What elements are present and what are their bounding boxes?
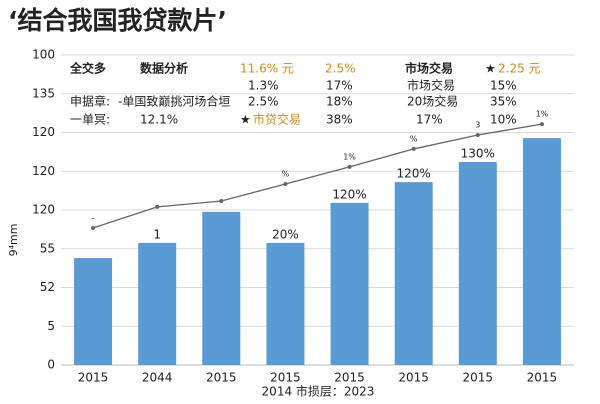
x-tick-label: 2015: [398, 371, 429, 385]
bar: [522, 138, 561, 365]
table-cell: 17%: [416, 113, 443, 127]
x-tick-label: 2015: [334, 371, 365, 385]
y-tick-label: 100: [32, 48, 55, 62]
table-cell: 一单冥:: [70, 113, 110, 127]
x-tick-label: 2044: [142, 371, 173, 385]
table-cell: 12.1%: [140, 113, 178, 127]
star-icon: ★: [485, 62, 496, 76]
y-tick-label: 120: [32, 125, 55, 139]
y-tick-label: 5: [47, 319, 55, 333]
line-point: [155, 204, 160, 209]
table-cell: 15%: [490, 79, 517, 93]
line-annotation: %: [410, 134, 418, 143]
x-axis-label: 2014 市损层：2023: [262, 384, 375, 399]
y-tick-label: 0: [47, 358, 55, 372]
bar: [74, 258, 113, 365]
y-tick-label: 135: [32, 86, 55, 100]
line-point: [411, 146, 416, 151]
line-annotation: %: [282, 169, 290, 178]
line-point: [347, 164, 352, 169]
table-cell: 2.5%: [325, 62, 356, 76]
bar: [394, 182, 433, 365]
table-cell: 2.25 元: [498, 62, 541, 76]
line-point: [283, 181, 288, 186]
table-cell: 38%: [326, 113, 353, 127]
x-tick-label: 2015: [78, 371, 109, 385]
bar-annotation: 120%: [332, 187, 366, 201]
table-cell: 1.3%: [248, 79, 279, 93]
star-icon: ★: [240, 113, 251, 127]
line-annotation: 1%: [536, 110, 549, 119]
bar-annotation: 20%: [272, 227, 299, 241]
table-cell: 17%: [326, 79, 353, 93]
bar-annotation: 120%: [397, 167, 431, 181]
bar: [330, 202, 369, 365]
table-cell: 市场交易: [405, 61, 453, 76]
y-tick-label: 120: [32, 203, 55, 217]
line-point: [475, 132, 480, 137]
table-cell: 全交多: [69, 61, 106, 76]
y-tick-label: 120: [32, 164, 55, 178]
y-tick-label: 55: [40, 241, 55, 255]
table-cell: 市贷交易: [253, 112, 301, 127]
table-cell: 数据分析: [140, 61, 188, 76]
line-point: [91, 225, 96, 230]
table-cell: 10%: [490, 113, 517, 127]
table-cell: 11.6% 元: [240, 62, 294, 76]
table-cell: 2.5%: [248, 95, 279, 109]
table-cell: 市场交易: [407, 78, 455, 93]
line-annotation: 3: [475, 120, 480, 129]
table-cell: 35%: [490, 95, 517, 109]
bar-annotation: 130%: [461, 146, 495, 160]
bar: [138, 242, 177, 365]
line-point: [539, 122, 544, 127]
x-tick-label: 2015: [206, 371, 237, 385]
table-cell: 18%: [326, 95, 353, 109]
table-cell: 申据章:: [70, 94, 110, 109]
table-cell: -单国致巅挑河场合垣: [118, 94, 230, 109]
bar: [266, 242, 305, 365]
bar: [458, 161, 497, 365]
line-point: [219, 199, 224, 204]
x-tick-label: 2015: [527, 371, 558, 385]
x-tick-label: 2015: [463, 371, 494, 385]
y-tick-label: 52: [40, 280, 55, 294]
line-annotation: -: [92, 213, 95, 222]
table-cell: 20场交易: [407, 94, 458, 109]
line: [92, 123, 543, 229]
line-annotation: 1%: [343, 152, 356, 161]
bar: [202, 211, 241, 365]
x-tick-label: 2015: [270, 371, 301, 385]
y-axis-label: 9⁴mm: [7, 224, 20, 257]
chart-title: ‘结合我国我贷款片’: [8, 6, 227, 35]
bar-annotation: 1: [153, 227, 161, 241]
